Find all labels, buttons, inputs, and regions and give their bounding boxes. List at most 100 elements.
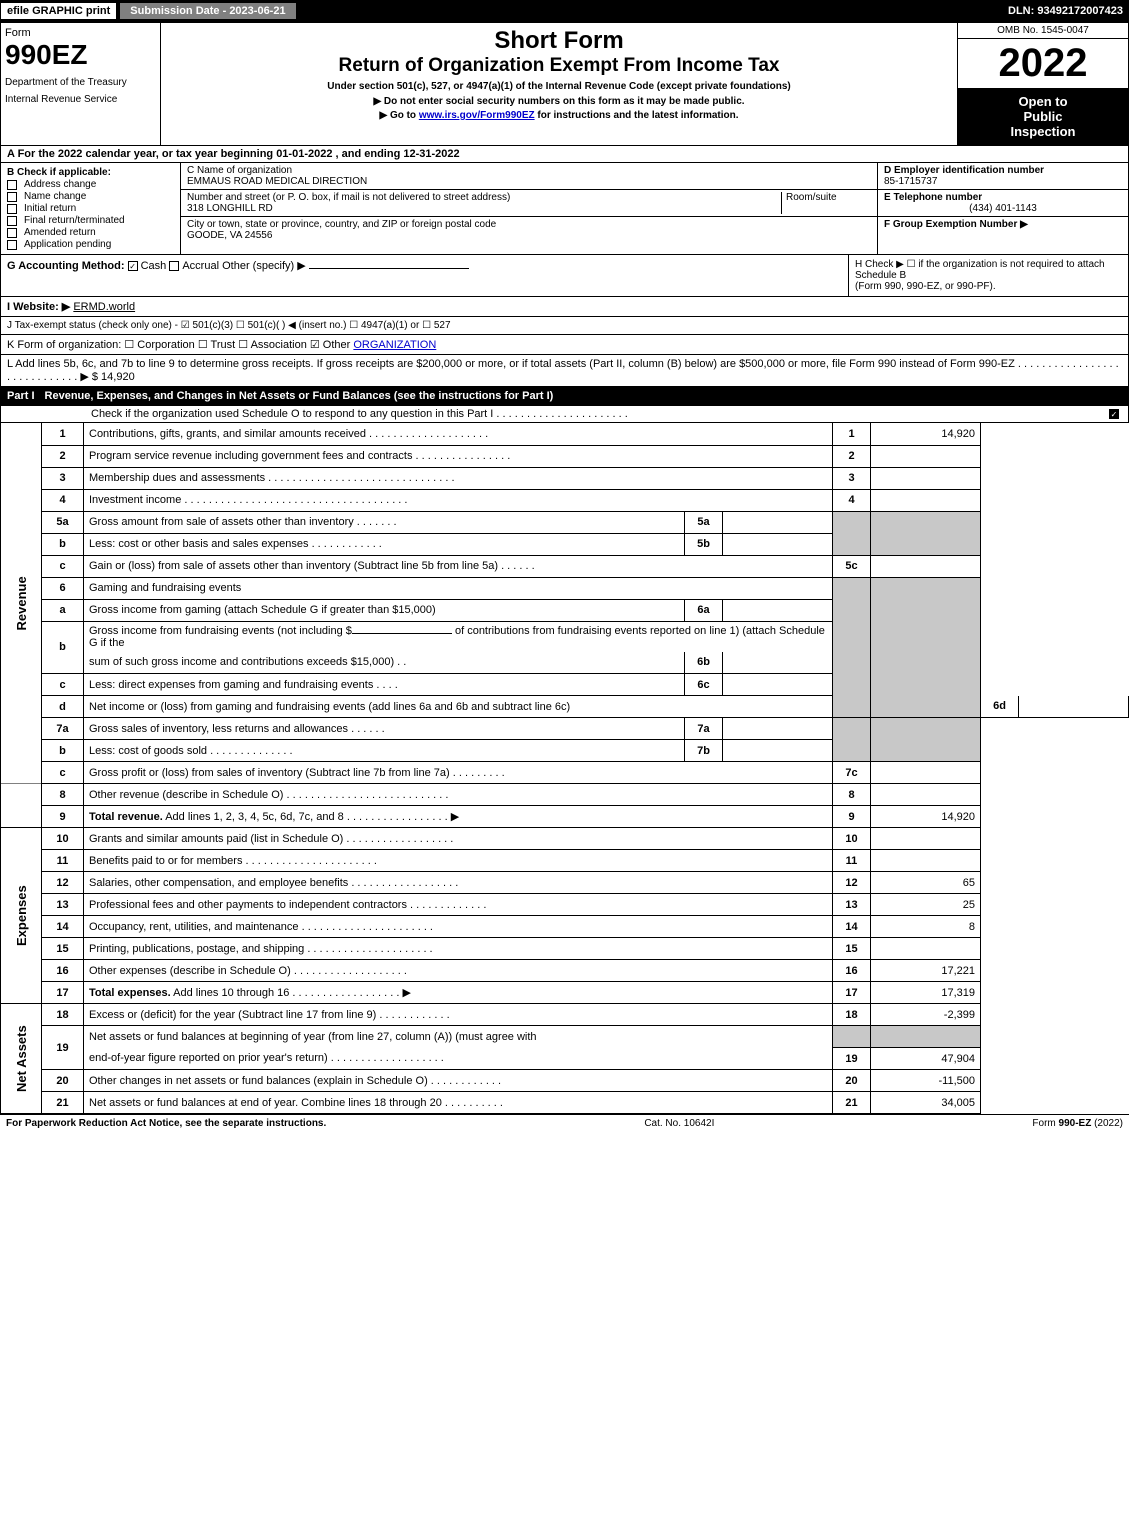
submission-date: Submission Date - 2023-06-21 (119, 2, 296, 20)
l7b-n: b (42, 740, 84, 762)
row-10: Expenses 10 Grants and similar amounts p… (1, 828, 1129, 850)
top-bar: efile GRAPHIC print Submission Date - 20… (0, 0, 1129, 22)
row-14: 14 Occupancy, rent, utilities, and maint… (1, 916, 1129, 938)
title-short-form: Short Form (171, 27, 947, 55)
chk-address[interactable] (7, 180, 17, 190)
l1-rn: 1 (833, 423, 871, 445)
g-other: Other (specify) ▶ (222, 260, 306, 272)
l10-d: Grants and similar amounts paid (list in… (84, 828, 833, 850)
l12-rn: 12 (833, 872, 871, 894)
l5b-d: Less: cost or other basis and sales expe… (84, 533, 685, 555)
chk-name[interactable] (7, 192, 17, 202)
l4-d: Investment income . . . . . . . . . . . … (84, 489, 833, 511)
g-cash: Cash (141, 260, 167, 272)
title-return: Return of Organization Exempt From Incom… (171, 55, 947, 77)
row-8: 8 Other revenue (describe in Schedule O)… (1, 784, 1129, 806)
row-9: 9 Total revenue. Add lines 1, 2, 3, 4, 5… (1, 806, 1129, 828)
l5ab-grey-v (871, 511, 981, 555)
line-l: L Add lines 5b, 6c, and 7b to line 9 to … (0, 355, 1129, 387)
part1-check-text: Check if the organization used Schedule … (91, 408, 1109, 420)
form-number: 990EZ (5, 39, 156, 71)
l6d-rn: 6d (981, 696, 1019, 718)
chk-pending[interactable] (7, 240, 17, 250)
l9-d: Total revenue. Add lines 1, 2, 3, 4, 5c,… (84, 806, 833, 828)
l7c-rn: 7c (833, 762, 871, 784)
l16-n: 16 (42, 960, 84, 982)
l5ab-grey (833, 511, 871, 555)
group-label: F Group Exemption Number ▶ (884, 219, 1028, 230)
l14-rn: 14 (833, 916, 871, 938)
i-label: I Website: ▶ (7, 301, 70, 313)
l7-grey-v (871, 718, 981, 762)
b-title: B Check if applicable: (7, 167, 174, 178)
dept-irs: Internal Revenue Service (5, 94, 156, 105)
l18-d: Excess or (deficit) for the year (Subtra… (84, 1004, 833, 1026)
footer-right: Form 990-EZ (2022) (1032, 1118, 1123, 1129)
l8-d: Other revenue (describe in Schedule O) .… (84, 784, 833, 806)
l21-rn: 21 (833, 1092, 871, 1114)
l21-n: 21 (42, 1092, 84, 1114)
ein: 85-1715737 (884, 176, 1122, 187)
row-20: 20 Other changes in net assets or fund b… (1, 1070, 1129, 1092)
l6b-mv (723, 652, 833, 674)
l8-n: 8 (42, 784, 84, 806)
l2-rn: 2 (833, 445, 871, 467)
chk-amended[interactable] (7, 228, 17, 238)
l13-n: 13 (42, 894, 84, 916)
l17-n: 17 (42, 982, 84, 1004)
footer-left: For Paperwork Reduction Act Notice, see … (6, 1118, 326, 1129)
org-name: EMMAUS ROAD MEDICAL DIRECTION (187, 176, 871, 187)
main-table: Revenue 1 Contributions, gifts, grants, … (0, 423, 1129, 1114)
l2-v (871, 445, 981, 467)
omb-number: OMB No. 1545-0047 (958, 23, 1128, 39)
col-b: B Check if applicable: Address change Na… (1, 163, 181, 254)
l14-d: Occupancy, rent, utilities, and maintena… (84, 916, 833, 938)
k-link[interactable]: ORGANIZATION (353, 339, 436, 351)
street: 318 LONGHILL RD (187, 203, 781, 214)
row-3: 3 Membership dues and assessments . . . … (1, 467, 1129, 489)
l6d-v (1019, 696, 1129, 718)
chk-cash[interactable]: ✓ (128, 261, 138, 271)
l9-rn: 9 (833, 806, 871, 828)
l3-n: 3 (42, 467, 84, 489)
l4-rn: 4 (833, 489, 871, 511)
l5b-n: b (42, 533, 84, 555)
l10-rn: 10 (833, 828, 871, 850)
l6d-d: Net income or (loss) from gaming and fun… (84, 696, 833, 718)
h-text2: (Form 990, 990-EZ, or 990-PF). (855, 281, 1122, 292)
l4-n: 4 (42, 489, 84, 511)
l6c-mn: 6c (685, 674, 723, 696)
row-19a: 19 Net assets or fund balances at beginn… (1, 1026, 1129, 1048)
l19-grey-v (871, 1026, 981, 1048)
l19-n: 19 (42, 1026, 84, 1070)
l6c-mv (723, 674, 833, 696)
efile-label: efile GRAPHIC print (0, 2, 117, 20)
chk-initial[interactable] (7, 204, 17, 214)
dept-treasury: Department of the Treasury (5, 77, 156, 88)
l9-v: 14,920 (871, 806, 981, 828)
irs-link[interactable]: www.irs.gov/Form990EZ (419, 110, 535, 121)
row-21: 21 Net assets or fund balances at end of… (1, 1092, 1129, 1114)
l6d-n: d (42, 696, 84, 718)
chk-schedule-o[interactable]: ✓ (1109, 409, 1119, 419)
l6-d: Gaming and fundraising events (84, 577, 833, 599)
l6a-n: a (42, 599, 84, 621)
header-left: Form 990EZ Department of the Treasury In… (1, 23, 161, 145)
row-bcd: B Check if applicable: Address change Na… (0, 163, 1129, 255)
col-g: G Accounting Method: ✓Cash Accrual Other… (1, 255, 848, 296)
l17-d: Total expenses. Add lines 10 through 16 … (84, 982, 833, 1004)
l5c-d: Gain or (loss) from sale of assets other… (84, 555, 833, 577)
col-d: D Employer identification number 85-1715… (878, 163, 1128, 254)
l5c-v (871, 555, 981, 577)
l5c-n: c (42, 555, 84, 577)
l10-v (871, 828, 981, 850)
chk-final[interactable] (7, 216, 17, 226)
l5c-rn: 5c (833, 555, 871, 577)
c-name-label: C Name of organization (187, 165, 871, 176)
l6a-mv (723, 599, 833, 621)
row-5c: c Gain or (loss) from sale of assets oth… (1, 555, 1129, 577)
chk-accrual[interactable] (169, 261, 179, 271)
ein-label: D Employer identification number (884, 165, 1044, 176)
l16-v: 17,221 (871, 960, 981, 982)
note-ssn: ▶ Do not enter social security numbers o… (171, 96, 947, 107)
